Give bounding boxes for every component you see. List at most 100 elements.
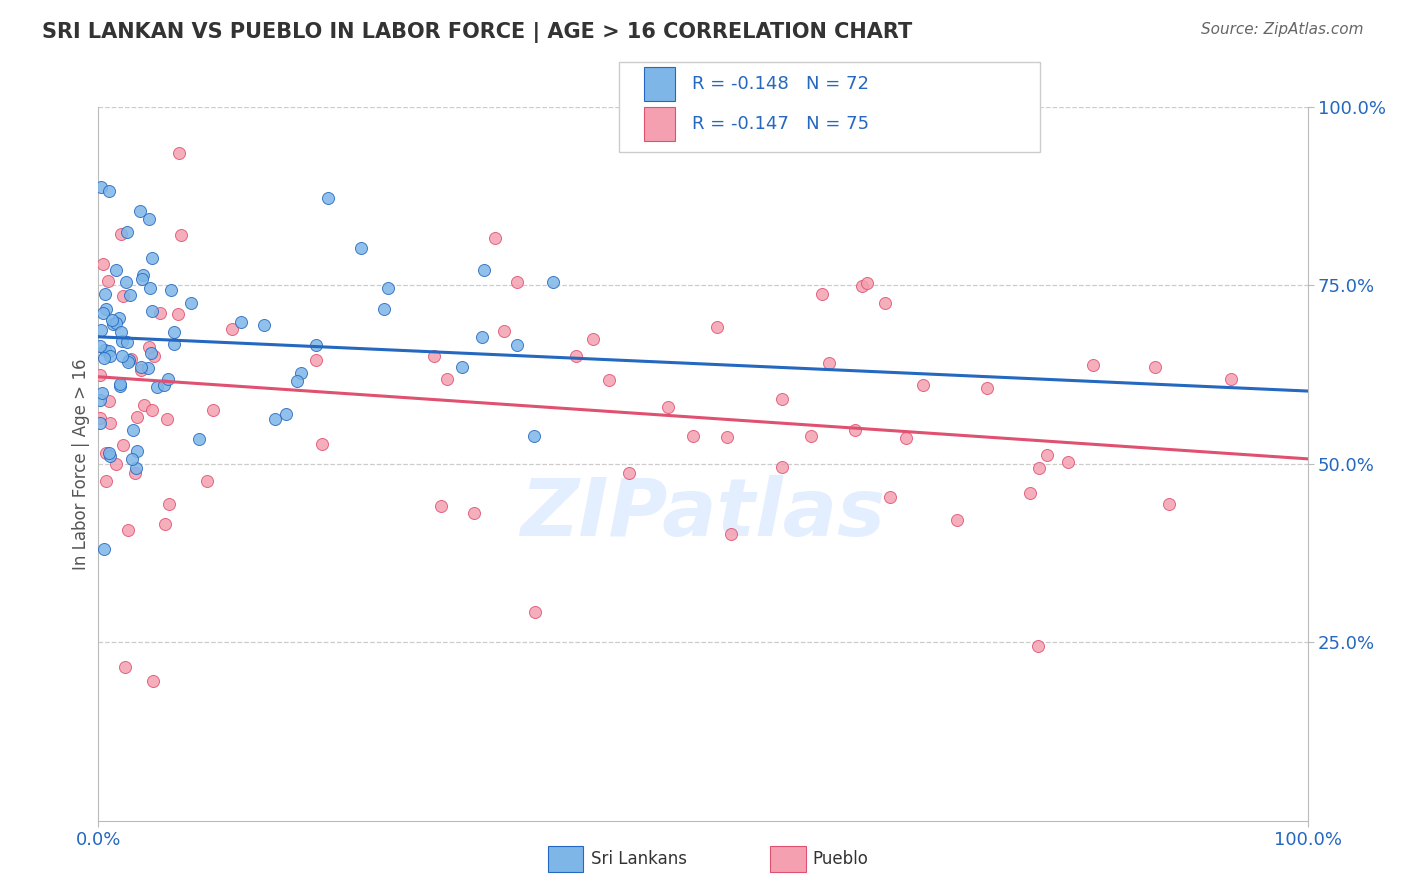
Point [93, 351, 115, 366]
Point [98, 449, 121, 463]
Point [104, 316, 127, 330]
Point [856, 276, 879, 290]
Point [377, 281, 399, 295]
Point [141, 303, 163, 318]
Point [91, 257, 114, 271]
Point [97, 274, 120, 288]
Point [1083, 358, 1105, 372]
Point [120, 352, 142, 367]
Point [115, 276, 138, 290]
Point [912, 378, 935, 392]
Point [141, 346, 163, 360]
Point [118, 353, 141, 368]
Point [316, 190, 339, 204]
Text: Sri Lankans: Sri Lankans [591, 850, 686, 868]
Point [657, 400, 679, 414]
Point [98, 416, 121, 430]
Point [716, 430, 738, 444]
Point [163, 325, 186, 339]
Text: Pueblo: Pueblo [813, 850, 869, 868]
Point [129, 203, 152, 218]
Point [187, 433, 209, 447]
Point [484, 230, 506, 244]
Point [108, 379, 131, 393]
Point [104, 457, 127, 471]
Point [91, 386, 114, 401]
Point [91, 306, 114, 320]
Point [423, 349, 446, 363]
Point [1026, 639, 1049, 653]
Point [129, 360, 152, 375]
Point [274, 407, 297, 421]
Point [100, 312, 122, 326]
Point [134, 398, 156, 412]
Point [976, 381, 998, 395]
Point [436, 372, 458, 386]
Point [818, 356, 841, 370]
Text: SRI LANKAN VS PUEBLO IN LABOR FORCE | AGE > 16 CORRELATION CHART: SRI LANKAN VS PUEBLO IN LABOR FORCE | AG… [42, 22, 912, 44]
Point [180, 296, 202, 310]
Point [153, 516, 176, 531]
Point [132, 268, 155, 283]
Point [875, 296, 897, 310]
Point [305, 353, 328, 368]
Point [98, 393, 121, 408]
Point [844, 423, 866, 437]
Point [138, 340, 160, 354]
Point [879, 490, 901, 504]
Point [720, 527, 742, 541]
Point [94, 474, 117, 488]
Point [463, 506, 485, 520]
Point [471, 330, 494, 344]
Point [1143, 360, 1166, 375]
Point [494, 324, 516, 338]
Point [429, 499, 451, 513]
Point [110, 326, 132, 340]
Point [89, 411, 111, 425]
Point [124, 466, 146, 480]
Point [136, 361, 159, 376]
Point [157, 372, 180, 386]
Point [127, 444, 149, 458]
Point [131, 272, 153, 286]
Point [253, 318, 276, 333]
Point [945, 513, 967, 527]
Point [263, 412, 285, 426]
Point [141, 403, 163, 417]
Point [117, 334, 139, 349]
Point [1036, 448, 1059, 462]
Point [229, 315, 252, 329]
Point [142, 674, 165, 689]
Point [110, 227, 132, 241]
Point [163, 337, 186, 351]
Point [156, 412, 179, 426]
Text: R = -0.148   N = 72: R = -0.148 N = 72 [692, 75, 869, 93]
Point [770, 392, 793, 406]
Point [1028, 461, 1050, 475]
Point [142, 349, 165, 363]
Point [98, 185, 121, 199]
Point [541, 275, 564, 289]
Point [706, 320, 728, 334]
Point [94, 287, 117, 301]
Point [125, 460, 148, 475]
Point [111, 334, 134, 348]
Point [1159, 497, 1181, 511]
Point [221, 322, 243, 336]
Point [617, 466, 640, 480]
Point [90, 180, 112, 194]
Point [851, 279, 873, 293]
Point [90, 323, 112, 337]
Point [682, 428, 704, 442]
Point [121, 452, 143, 467]
Point [290, 366, 312, 380]
Point [166, 307, 188, 321]
Point [311, 437, 333, 451]
Point [114, 660, 136, 674]
Point [97, 343, 120, 358]
Point [89, 338, 111, 352]
Point [117, 524, 139, 538]
Point [127, 410, 149, 425]
Point [305, 338, 328, 352]
Point [89, 368, 111, 382]
